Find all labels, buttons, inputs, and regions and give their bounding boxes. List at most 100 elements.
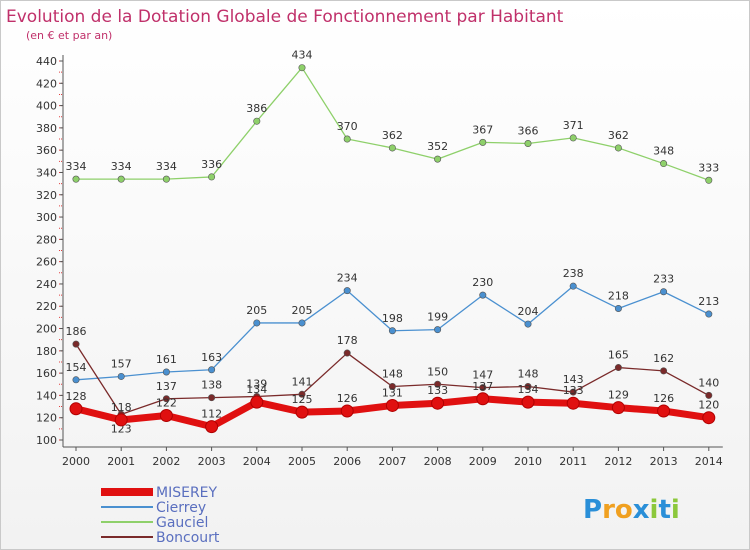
y-tick-label: 200 (36, 323, 57, 336)
chart-title: Evolution de la Dotation Globale de Fonc… (6, 7, 564, 27)
data-point (162, 395, 170, 403)
data-label: 348 (653, 145, 674, 158)
data-point (343, 349, 351, 357)
logo-letter: t (658, 495, 670, 525)
series-cierrey: 154 157 161 163 205 205 234 198 199 230 204 238 218 2… (66, 267, 719, 384)
logo-letter: x (633, 495, 650, 525)
data-label: 133 (427, 384, 448, 397)
y-tick-label: 340 (36, 166, 57, 179)
data-label: 126 (653, 392, 674, 405)
data-point (253, 117, 261, 125)
y-tick-label: 380 (36, 122, 57, 135)
y-tick-label: 180 (36, 345, 57, 358)
data-label: 163 (201, 351, 222, 364)
data-point (569, 388, 577, 396)
y-tick-label: 280 (36, 233, 57, 246)
data-label: 134 (518, 383, 539, 396)
data-label: 234 (337, 272, 358, 285)
proxiti-logo: Proxiti (583, 495, 680, 525)
y-tick-label: 160 (36, 367, 57, 380)
x-tick-label: 2004 (243, 455, 271, 468)
data-label: 334 (156, 160, 177, 173)
data-point (298, 390, 306, 398)
data-point (295, 405, 309, 419)
x-tick-label: 2006 (333, 455, 361, 468)
x-tick-label: 2014 (695, 455, 723, 468)
data-label: 333 (698, 161, 719, 174)
x-tick-label: 2002 (152, 455, 180, 468)
data-label: 123 (111, 422, 132, 435)
data-label: 186 (66, 325, 87, 338)
data-point (479, 291, 487, 299)
data-point (566, 396, 580, 410)
data-label: 434 (292, 49, 313, 62)
data-point (208, 366, 216, 374)
x-tick-label: 2013 (650, 455, 678, 468)
data-label: 126 (337, 392, 358, 405)
data-point (162, 175, 170, 183)
logo-letter: o (615, 495, 633, 525)
data-label: 352 (427, 140, 448, 153)
data-label: 125 (292, 393, 313, 406)
data-point (340, 404, 354, 418)
x-tick-label: 2011 (559, 455, 587, 468)
data-point (298, 319, 306, 327)
data-point (657, 404, 671, 418)
data-point (614, 364, 622, 372)
y-tick-label: 300 (36, 211, 57, 224)
y-tick-label: 100 (36, 434, 57, 447)
y-tick-label: 240 (36, 278, 57, 291)
data-label: 213 (698, 295, 719, 308)
data-point (614, 144, 622, 152)
data-point (524, 382, 532, 390)
data-point (388, 327, 396, 335)
data-point (705, 310, 713, 318)
data-point (388, 382, 396, 390)
data-label: 366 (518, 124, 539, 137)
legend-label: MISEREY (156, 485, 218, 501)
data-point (159, 408, 173, 422)
series-layer: 154 157 161 163 205 205 234 198 199 230 204 238 218 2… (66, 49, 720, 436)
data-point (250, 395, 264, 409)
data-label: 129 (608, 389, 629, 402)
data-label: 233 (653, 273, 674, 286)
data-label: 386 (246, 102, 267, 115)
data-label: 154 (66, 361, 87, 374)
data-label: 204 (518, 305, 539, 318)
data-point (434, 155, 442, 163)
x-tick-label: 2001 (107, 455, 135, 468)
data-point (431, 396, 445, 410)
data-point (521, 395, 535, 409)
data-point (298, 64, 306, 72)
data-label: 120 (698, 399, 719, 412)
y-tick-label: 420 (36, 77, 57, 90)
data-label: 198 (382, 312, 403, 325)
data-label: 138 (201, 379, 222, 392)
logo-letter: r (602, 495, 615, 525)
data-point (388, 144, 396, 152)
legend-label: Boncourt (156, 530, 220, 546)
data-label: 137 (156, 380, 177, 393)
data-point (343, 287, 351, 295)
data-label: 230 (472, 276, 493, 289)
data-point (434, 380, 442, 388)
data-point (117, 175, 125, 183)
data-point (660, 367, 668, 375)
legend-label: Cierrey (156, 500, 206, 516)
data-label: 165 (608, 349, 629, 362)
data-label: 134 (246, 383, 267, 396)
data-point (72, 340, 80, 348)
y-tick-label: 220 (36, 300, 57, 313)
data-label: 218 (608, 289, 629, 302)
data-point (208, 173, 216, 181)
y-tick-label: 140 (36, 389, 57, 402)
x-tick-label: 2009 (469, 455, 497, 468)
axes: 100 120 140 160 180 200 220 240 260 280 300 320 340 3… (36, 55, 723, 468)
data-point (479, 138, 487, 146)
logo-letter: i (671, 495, 680, 525)
x-tick-label: 2012 (604, 455, 632, 468)
data-point (114, 413, 128, 427)
data-point (705, 176, 713, 184)
